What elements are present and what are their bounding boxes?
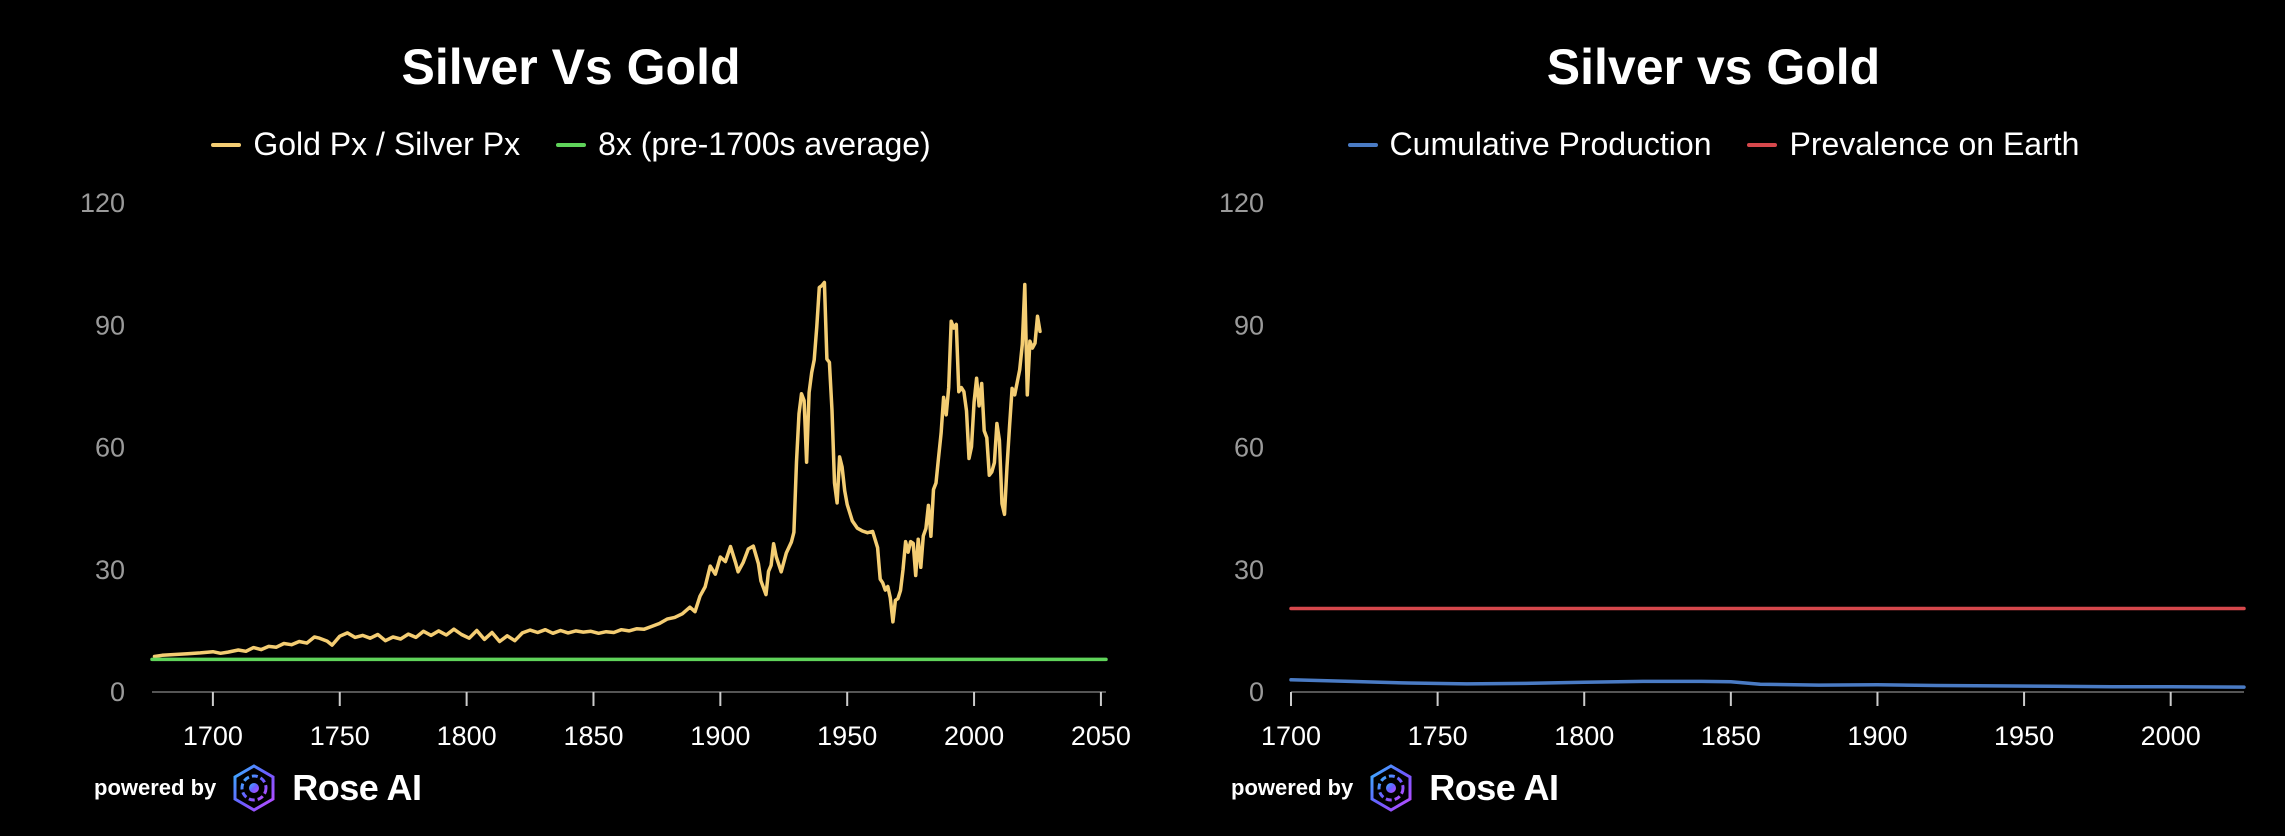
legend-label: Prevalence on Earth — [1789, 126, 2080, 162]
legend-entry-prevalence-on-earth[interactable]: Prevalence on Earth — [1747, 126, 2079, 163]
legend-swatch-gold — [211, 142, 242, 147]
x-tick-label: 1850 — [1701, 721, 1761, 751]
x-tick-label: 1850 — [563, 721, 623, 751]
legend: Gold Px / Silver Px 8x (pre-1700s averag… — [0, 126, 1142, 163]
y-tick-label: 0 — [110, 677, 125, 707]
legend-entry-8x-average[interactable]: 8x (pre-1700s average) — [556, 126, 931, 163]
x-tick-label: 1800 — [437, 721, 497, 751]
rose-ai-logo-icon — [1370, 764, 1412, 812]
x-tick-label: 1900 — [1847, 721, 1907, 751]
series-line-cumulative-production — [1289, 678, 2246, 689]
chart-panel-gold-silver-ratio: Silver Vs Gold Gold Px / Silver Px 8x (p… — [0, 0, 1142, 836]
x-tick-label: 1750 — [1408, 721, 1468, 751]
x-tick-label: 1750 — [310, 721, 370, 751]
y-tick-label: 0 — [1249, 677, 1264, 707]
rose-ai-logo-icon — [233, 764, 275, 812]
legend-swatch-blue — [1347, 142, 1378, 147]
chart-title: Silver vs Gold — [1546, 39, 1881, 95]
x-tick-label: 1950 — [1994, 721, 2054, 751]
brand-name: Rose AI — [292, 767, 422, 808]
y-tick-label: 30 — [95, 555, 125, 585]
chart-panel-production-prevalence: Silver vs Gold Cumulative Production Pre… — [1142, 0, 2285, 836]
legend-swatch-red — [1747, 142, 1778, 147]
legend-label: Gold Px / Silver Px — [253, 126, 521, 162]
y-tick-label: 120 — [1219, 188, 1264, 218]
x-tick-label: 2000 — [2141, 721, 2201, 751]
y-tick-label: 30 — [1234, 555, 1264, 585]
powered-by-text: powered by — [94, 775, 217, 800]
legend-label: 8x (pre-1700s average) — [598, 126, 931, 162]
plot-area-gold-silver: 0 30 60 90 120 1700 1750 1800 1850 1900 1950 2000 20… — [80, 188, 1131, 751]
series-line-gold-px-silver-px — [152, 280, 1042, 659]
x-tick-label: 1700 — [183, 721, 243, 751]
x-tick-label: 2000 — [944, 721, 1004, 751]
x-tick-label: 2050 — [1071, 721, 1131, 751]
y-tick-label: 90 — [1234, 310, 1264, 340]
x-tick-label: 1950 — [817, 721, 877, 751]
legend-entry-cumulative-production[interactable]: Cumulative Production — [1347, 126, 1712, 163]
y-tick-label: 60 — [1234, 433, 1264, 463]
y-tick-label: 90 — [95, 310, 125, 340]
brand-name: Rose AI — [1429, 767, 1559, 808]
powered-by: powered by Rose AI — [1231, 764, 1559, 812]
legend: Cumulative Production Prevalence on Eart… — [1142, 126, 2285, 163]
powered-by: powered by Rose AI — [94, 764, 422, 812]
y-tick-label: 60 — [95, 433, 125, 463]
legend-label: Cumulative Production — [1389, 126, 1712, 162]
y-tick-label: 120 — [80, 188, 125, 218]
powered-by-text: powered by — [1231, 775, 1354, 800]
x-tick-label: 1700 — [1261, 721, 1321, 751]
x-tick-label: 1800 — [1554, 721, 1614, 751]
x-tick-label: 1900 — [690, 721, 750, 751]
legend-entry-gold-silver[interactable]: Gold Px / Silver Px — [211, 126, 520, 163]
legend-swatch-green — [556, 142, 587, 147]
plot-area-production-prevalence: 0 30 60 90 120 1700 1750 1800 1850 1900 1950 2000 — [1219, 188, 2246, 751]
chart-title: Silver Vs Gold — [401, 39, 741, 95]
